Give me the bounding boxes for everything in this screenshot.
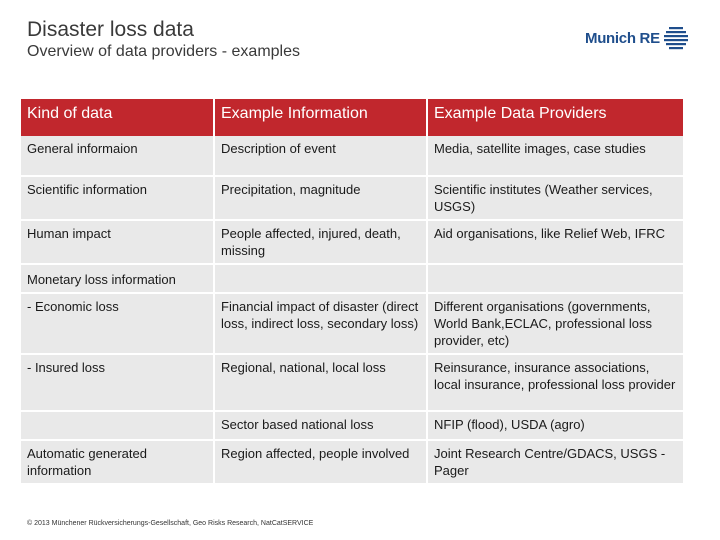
cell-kind	[21, 412, 215, 441]
cell-info: Region affected, people involved	[215, 441, 428, 485]
cell-kind: Monetary loss information	[21, 265, 215, 294]
cell-info: Sector based national loss	[215, 412, 428, 441]
cell-providers: Aid organisations, like Relief Web, IFRC	[428, 221, 683, 265]
column-header-kind: Kind of data	[21, 99, 215, 136]
table-row: Scientific information Precipitation, ma…	[21, 177, 683, 221]
cell-info: Regional, national, local loss	[215, 355, 428, 412]
slide-subtitle: Overview of data providers - examples	[27, 43, 300, 60]
cell-providers	[428, 265, 683, 294]
column-header-information: Example Information	[215, 99, 428, 136]
cell-providers: Reinsurance, insurance associations, loc…	[428, 355, 683, 412]
cell-kind: - Insured loss	[21, 355, 215, 412]
cell-providers: Different organisations (governments, Wo…	[428, 294, 683, 355]
table-header-row: Kind of data Example Information Example…	[21, 99, 683, 136]
logo-text: Munich RE	[585, 29, 660, 47]
cell-providers: NFIP (flood), USDA (agro)	[428, 412, 683, 441]
table-row: Monetary loss information	[21, 265, 683, 294]
logo-mark-icon	[663, 27, 688, 50]
cell-kind: Automatic generated information	[21, 441, 215, 485]
data-providers-table: Kind of data Example Information Example…	[21, 99, 683, 485]
table-row: Human impact People affected, injured, d…	[21, 221, 683, 265]
cell-info	[215, 265, 428, 294]
slide-title: Disaster loss data	[27, 18, 194, 41]
table-row: - Insured loss Regional, national, local…	[21, 355, 683, 412]
table-row: Automatic generated information Region a…	[21, 441, 683, 485]
cell-kind: - Economic loss	[21, 294, 215, 355]
cell-info: Financial impact of disaster (direct los…	[215, 294, 428, 355]
cell-providers: Scientific institutes (Weather services,…	[428, 177, 683, 221]
cell-info: People affected, injured, death, missing	[215, 221, 428, 265]
cell-providers: Joint Research Centre/GDACS, USGS -Pager	[428, 441, 683, 485]
table-row: Sector based national loss NFIP (flood),…	[21, 412, 683, 441]
cell-kind: Scientific information	[21, 177, 215, 221]
cell-kind: General informaion	[21, 136, 215, 177]
column-header-providers: Example Data Providers	[428, 99, 683, 136]
munich-re-logo: Munich RE	[585, 26, 688, 50]
table-row: - Economic loss Financial impact of disa…	[21, 294, 683, 355]
cell-info: Precipitation, magnitude	[215, 177, 428, 221]
cell-providers: Media, satellite images, case studies	[428, 136, 683, 177]
cell-info: Description of event	[215, 136, 428, 177]
copyright-footer: © 2013 Münchener Rückversicherungs-Gesel…	[27, 520, 314, 527]
table-row: General informaion Description of event …	[21, 136, 683, 177]
cell-kind: Human impact	[21, 221, 215, 265]
